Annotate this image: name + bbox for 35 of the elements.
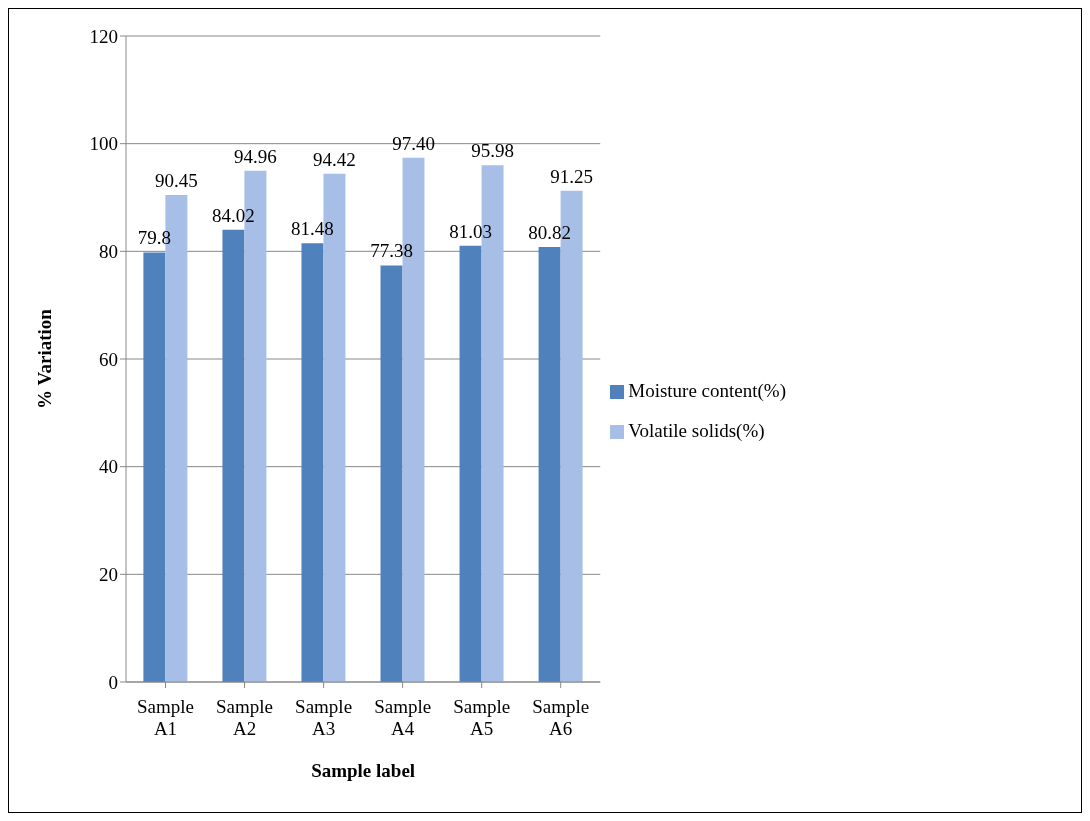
data-label: 95.98	[471, 140, 514, 162]
x-tick-label: Sample A6	[532, 696, 590, 739]
x-tick-label: Sample A4	[374, 696, 432, 739]
y-tick-label: 80	[99, 241, 118, 263]
y-tick-label: 40	[99, 456, 118, 478]
y-tick-label: 100	[89, 133, 118, 155]
data-label: 79.8	[137, 227, 172, 249]
data-label: 81.48	[291, 218, 334, 240]
x-axis-title: Sample label	[311, 760, 416, 781]
x-tick-label: Sample A3	[295, 696, 353, 739]
data-label: 81.03	[449, 220, 492, 242]
y-tick-label: 20	[99, 564, 118, 586]
data-label: 90.45	[155, 170, 198, 192]
data-label: 80.82	[528, 221, 571, 243]
bar	[222, 229, 245, 682]
legend-label: Volatile solids(%)	[628, 419, 765, 441]
bar	[380, 265, 403, 682]
data-label: 94.96	[234, 145, 277, 167]
x-tick-label: Sample A2	[216, 696, 274, 739]
y-axis-title: % Variation	[33, 308, 55, 409]
y-tick-label: 0	[108, 671, 118, 693]
bar	[459, 245, 482, 682]
y-tick-label: 60	[99, 348, 118, 370]
x-tick-label: Sample A5	[453, 696, 511, 739]
y-tick-label: 120	[89, 25, 118, 47]
data-label: 97.40	[392, 132, 435, 154]
data-label: 91.25	[550, 165, 593, 187]
x-tick-label: Sample A1	[137, 696, 195, 739]
data-label: 77.38	[370, 240, 413, 262]
bar	[538, 246, 561, 682]
data-label: 84.02	[212, 204, 255, 226]
bar	[143, 252, 166, 682]
bar	[301, 243, 324, 682]
legend-label: Moisture content(%)	[628, 379, 786, 401]
data-label: 94.42	[313, 148, 356, 170]
